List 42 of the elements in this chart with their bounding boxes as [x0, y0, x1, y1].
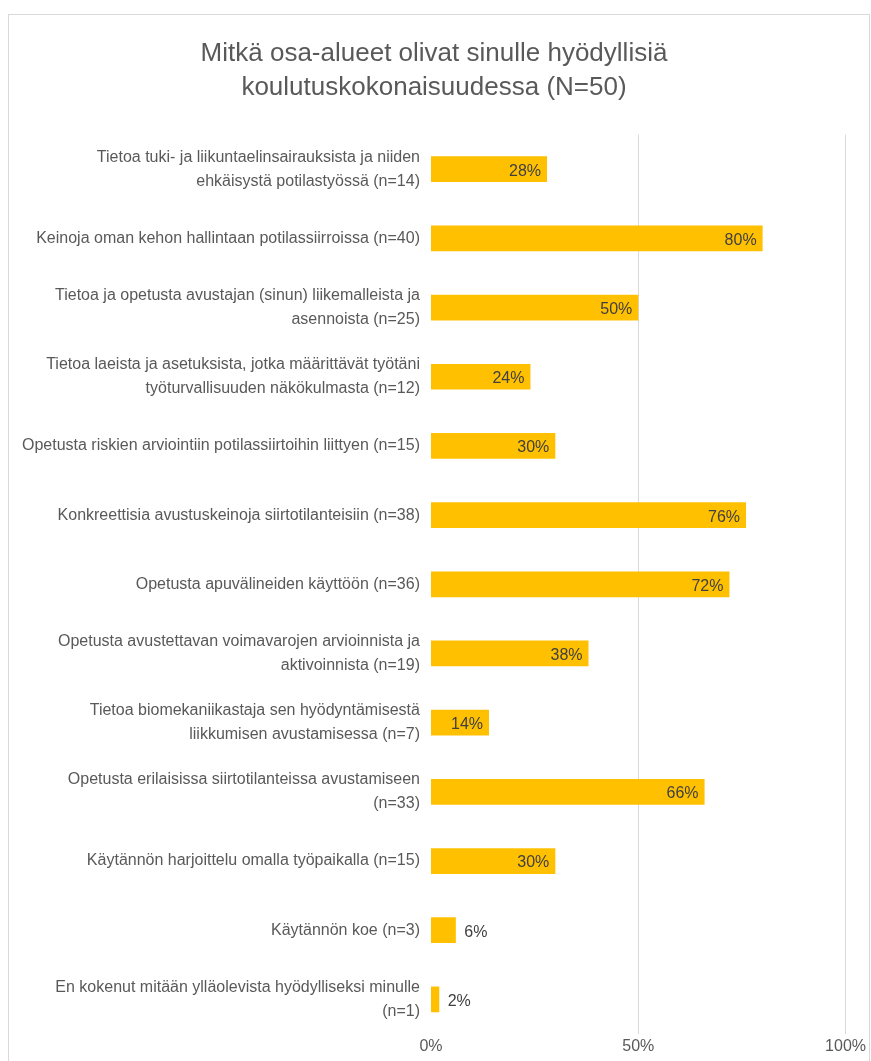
bar: [430, 363, 531, 390]
data-label: 76%: [708, 507, 741, 525]
y-tick-label: Tietoa tuki- ja liikuntaelinsairauksista ja niiden ehkäisystä potilastyössä (n=14): [96, 147, 420, 189]
data-label: 72%: [691, 576, 724, 594]
x-tick-label: 0%: [419, 1037, 443, 1055]
y-tick-label: Keinoja oman kehon hallintaan potilassiirroissa (n=40): [36, 228, 420, 246]
y-tick-label: Käytännön koe (n=3): [270, 920, 420, 938]
bar: [430, 986, 440, 1013]
bar: [430, 778, 705, 805]
data-label: 80%: [724, 230, 757, 248]
bar: [430, 917, 456, 944]
bar: [430, 502, 747, 528]
data-label: 50%: [600, 299, 633, 317]
data-label: 14%: [450, 715, 484, 733]
bar: [430, 156, 548, 183]
bar: [430, 225, 763, 252]
y-tick-label: Opetusta erilaisissa siirtotilanteissa avustamiseen (n=33): [67, 770, 420, 812]
y-tick-label: Opetusta riskien arviointiin potilassiirtoihin liittyen (n=15): [21, 436, 420, 454]
bar: [430, 571, 730, 598]
data-label: 30%: [517, 438, 550, 456]
y-tick-label: Konkreettisia avustuskeinoja siirtotilanteisiin (n=38): [57, 505, 420, 523]
data-label: 24%: [492, 369, 525, 387]
data-label: 38%: [550, 645, 583, 663]
y-tick-label: En kokenut mitään ylläolevista hyödylliseksi minulle (n=1): [55, 977, 421, 1019]
bar: [430, 640, 589, 667]
data-label: 6%: [464, 922, 488, 940]
data-label: 2%: [447, 991, 471, 1009]
x-tick-label: 50%: [622, 1037, 655, 1055]
bar: [430, 848, 556, 874]
bar: [430, 294, 639, 321]
data-label: 28%: [509, 161, 542, 179]
y-tick-label: Opetusta avustettavan voimavarojen arvioinnista ja aktivoinnista (n=19): [57, 631, 421, 673]
y-tick-label: Tietoa biomekaniikastaja sen hyödyntämisestä liikkumisen avustamisessa (n=7): [89, 701, 421, 743]
bar: [430, 433, 556, 459]
data-label: 30%: [517, 853, 550, 871]
chart-title: Mitkä osa-alueet olivat sinulle hyödyllisiä koulutuskokonaisuudessa (N=50): [200, 37, 668, 101]
y-tick-label: Käytännön harjoittelu omalla työpaikalla (n=15): [86, 851, 420, 869]
y-tick-label: Tietoa laeista ja asetuksista, jotka määrittävät työtäni työturvallisuuden näkökulmasta (n=12): [46, 355, 420, 397]
y-tick-label: Tietoa ja opetusta avustajan (sinun) liikemalleista ja asennoista (n=25): [55, 285, 421, 327]
y-tick-label: Opetusta apuvälineiden käyttöön (n=36): [135, 574, 420, 592]
x-tick-label: 100%: [825, 1037, 866, 1055]
data-label: 66%: [666, 784, 699, 802]
